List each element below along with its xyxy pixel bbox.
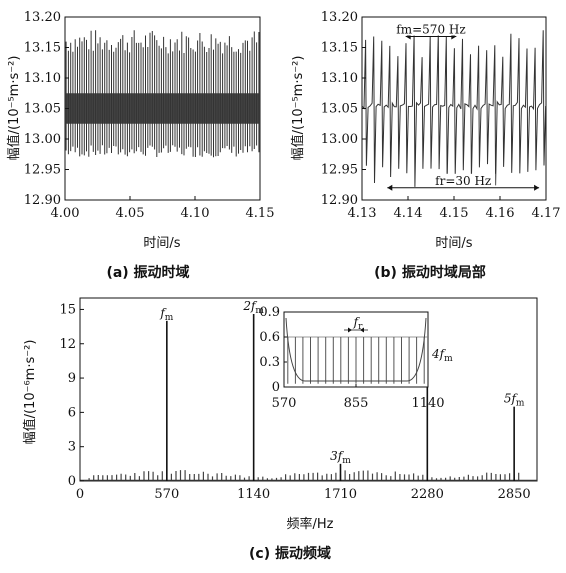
panel-c-x-label: 频率/Hz [287,516,334,532]
panel-b-y-tick-label: 13.20 [321,10,358,25]
panel-b-x-tick-label: 4.17 [532,206,561,221]
panel-b-x-ticks: 4.13 4.14 4.15 4.16 4.17 [348,196,561,221]
panel-a-y-label: 幅值/(10⁻⁵m·s⁻²) [6,56,22,161]
panel-c-inset-edge [285,317,307,382]
panel-c-inset-y-tick-label: 0.6 [259,330,280,345]
panel-c-y-label: 幅值/(10⁻⁶m·s⁻²) [22,340,38,445]
panel-c-y-tick-label: 9 [68,371,76,386]
panel-a-x-ticks: 4.00 4.05 4.10 4.15 [51,196,275,221]
panel-b-x-tick-label: 4.14 [394,206,423,221]
panel-c-x-tick-label: 570 [154,487,179,502]
panel-c-x-tick-label: 2850 [498,487,531,502]
panel-b-y-tick-label: 12.95 [321,163,358,178]
panel-c-peak-label: 3fm [330,449,351,466]
panel-a-y-tick-label: 12.95 [24,163,61,178]
panel-c-y-tick-label: 15 [59,302,76,317]
panel-b-y-tick-label: 13.00 [321,132,358,147]
panel-a-signal [65,30,260,158]
panel-c-y-ticks: 0 3 6 9 12 15 [59,302,84,489]
panel-b-x-label: 时间/s [435,236,472,251]
panel-c-inset-x-tick-label: 855 [344,396,369,411]
panel-c-inset: 0 0.3 0.6 0.9 570 855 1140 fr [259,305,444,411]
panel-c-y-tick-label: 0 [68,474,76,489]
panel-b-y-ticks: 12.90 12.95 13.00 13.05 13.10 13.15 13.20 [321,10,366,208]
panel-a-dense-band [66,93,259,124]
panel-b-y-tick-label: 13.15 [321,41,358,56]
panel-c-inset-edge [405,317,427,382]
panel-b-x-tick-label: 4.13 [348,206,377,221]
panel-c-inset-comb [287,337,425,384]
panel-a-y-tick-label: 13.15 [24,41,61,56]
panel-c-spectrum [80,314,537,482]
panel-a-x-tick-label: 4.10 [181,206,210,221]
panel-a-y-tick-label: 13.00 [24,132,61,147]
panel-c-y-tick-label: 3 [68,440,76,455]
panel-c-inset-y-tick-label: 0.3 [259,355,280,370]
panel-b-caption: (b) 振动时域局部 [374,264,486,281]
panel-b-annotation-arrow [387,184,393,191]
panel-b-annotation-text: fm=570 Hz [396,23,465,37]
panel-b-y-tick-label: 12.90 [321,193,358,208]
panel-b-annotations: fm=570 Hz fr=30 Hz [387,22,540,191]
panel-a-y-ticks: 12.90 12.95 13.00 13.05 13.10 13.15 13.20 [24,10,69,208]
panel-b-y-tick-label: 13.10 [321,71,358,86]
panel-c-x-tick-label: 2280 [411,487,444,502]
panel-a-x-label: 时间/s [143,236,180,251]
panel-c-peak-label: 2fm [242,299,264,316]
panel-a: 12.90 12.95 13.00 13.05 13.10 13.15 13.20 4.00… [6,10,274,281]
panel-c-x-ticks: 0 570 1140 1710 2280 2850 [76,477,531,502]
panel-a-y-tick-label: 13.10 [24,71,61,86]
panel-b-signal [361,30,547,187]
panel-c-caption: (c) 振动频域 [249,545,331,562]
panel-b-annotation-text: fr=30 Hz [435,174,491,188]
panel-b-x-tick-label: 4.16 [486,206,515,221]
panel-a-y-tick-label: 13.05 [24,102,61,117]
panel-c-inset-x-tick-label: 570 [272,396,297,411]
panel-b-y-label: 幅值/(10⁻⁵m·s⁻²) [290,56,306,161]
panel-c-inset-y-tick-label: 0 [272,380,280,395]
panel-c-x-tick-label: 1140 [237,487,270,502]
panel-c-peak-label: fm [159,306,173,323]
panel-c-sidebands [88,470,520,481]
panel-c-inset-x-tick-label: 1140 [411,396,444,411]
panel-a-y-tick-label: 12.90 [24,193,61,208]
panel-c-x-tick-label: 0 [76,487,84,502]
panel-b-annotation-bg [431,173,496,187]
panel-a-x-tick-label: 4.15 [246,206,275,221]
panel-c-x-tick-label: 1710 [324,487,357,502]
panel-b-signal-trace [361,30,547,187]
panel-a-y-tick-label: 13.20 [24,10,61,25]
panel-c-peak-label: 4fm [431,347,453,364]
panel-c-inset-annotation-arrow [348,327,352,333]
panel-b-y-tick-label: 13.05 [321,102,358,117]
panel-a-signal-trace [65,30,260,158]
panel-a-caption: (a) 振动时域 [106,264,189,281]
panel-b-annotation-arrow [534,184,540,191]
panel-c-peak-label: 5fm [504,392,525,409]
panel-a-x-tick-label: 4.05 [116,206,145,221]
panel-a-x-tick-label: 4.00 [51,206,80,221]
panel-c-inset-annotation-arrow [360,327,364,333]
panel-c-y-tick-label: 6 [68,405,76,420]
panel-c-y-tick-label: 12 [59,337,76,352]
panel-b: 12.90 12.95 13.00 13.05 13.10 13.15 13.20 4.13… [290,10,560,281]
panel-c-peak-labels: fm 2fm 3fm 4fm 5fm [159,299,525,466]
panel-b-x-tick-label: 4.15 [440,206,469,221]
panel-c-inset-y-tick-label: 0.9 [259,305,280,320]
panel-c-inset-annotation-text: fr [353,315,363,332]
panel-b-annotation-bg [399,22,463,36]
